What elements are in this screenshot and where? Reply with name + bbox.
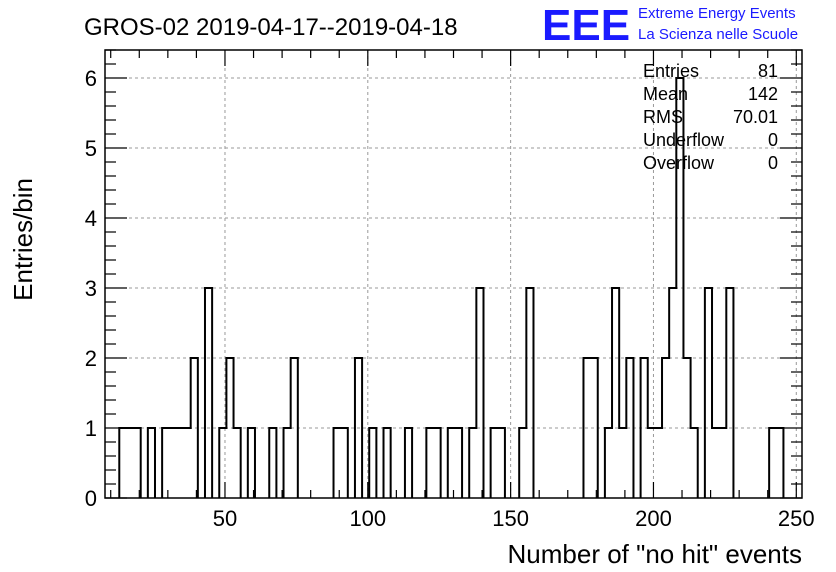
- stats-value: 0: [768, 153, 778, 173]
- stats-value: 0: [768, 130, 778, 150]
- eee-logo: EEE Extreme Energy Events La Scienza nel…: [542, 1, 798, 50]
- stats-value: 142: [748, 84, 778, 104]
- y-tick-label: 3: [85, 276, 97, 301]
- axis-ticks: [105, 49, 802, 499]
- histogram-bin: [334, 428, 341, 498]
- histogram-bin: [269, 428, 276, 498]
- y-tick-label: 5: [85, 136, 97, 161]
- histogram-bin: [726, 288, 733, 498]
- histogram-bin: [712, 428, 719, 498]
- histogram-bin: [405, 428, 412, 498]
- histogram-bin: [605, 428, 612, 498]
- histogram-bin: [491, 428, 498, 498]
- stats-label: Mean: [643, 84, 688, 104]
- histogram-bin: [476, 288, 483, 498]
- x-tick-label: 150: [492, 506, 529, 531]
- stats-value: 70.01: [733, 107, 778, 127]
- stats-label: Entries: [643, 61, 699, 81]
- histogram-bin: [448, 428, 455, 498]
- eee-logo-line2: La Scienza nelle Scuole: [638, 26, 798, 43]
- histogram-bin: [134, 428, 141, 498]
- histogram-bin: [384, 428, 391, 498]
- y-tick-label: 0: [85, 486, 97, 511]
- histogram-bin: [769, 428, 776, 498]
- stats-box: Entries 81 Mean 142 RMS 70.01 Underflow 0 Overfl…: [643, 61, 778, 173]
- x-tick-label: 200: [635, 506, 672, 531]
- x-tick-label: 50: [213, 506, 237, 531]
- histogram-bin: [776, 428, 783, 498]
- histogram-bin: [184, 428, 191, 498]
- histogram-bin: [176, 428, 183, 498]
- histogram-bin: [234, 428, 241, 498]
- histogram-bin: [426, 428, 433, 498]
- histogram-bin: [162, 428, 169, 498]
- histogram-bin: [691, 428, 698, 498]
- eee-logo-line1: Extreme Energy Events: [638, 5, 796, 22]
- histogram-bin: [284, 428, 291, 498]
- histogram-bin: [248, 428, 255, 498]
- y-tick-label: 1: [85, 416, 97, 441]
- histogram-bin: [669, 288, 676, 498]
- stats-label: Overflow: [643, 153, 715, 173]
- histogram-bin: [526, 288, 533, 498]
- histogram-bin: [205, 288, 212, 498]
- stats-label: RMS: [643, 107, 683, 127]
- histogram-bin: [719, 428, 726, 498]
- histogram-bin: [434, 428, 441, 498]
- stats-label: Underflow: [643, 130, 725, 150]
- histogram-bin: [369, 428, 376, 498]
- histogram-bin: [619, 428, 626, 498]
- y-axis-label: Entries/bin: [8, 178, 38, 301]
- x-axis-label: Number of "no hit" events: [508, 539, 803, 569]
- x-tick-label: 250: [778, 506, 815, 531]
- histogram-bin: [126, 428, 133, 498]
- y-tick-label: 4: [85, 206, 97, 231]
- histogram-bin: [341, 428, 348, 498]
- chart-title: GROS-02 2019-04-17--2019-04-18: [84, 14, 458, 41]
- histogram-bin: [655, 428, 662, 498]
- y-tick-label: 6: [85, 66, 97, 91]
- histogram-bin: [498, 428, 505, 498]
- histogram-bin: [705, 288, 712, 498]
- histogram-bin: [469, 428, 476, 498]
- histogram-bin: [519, 428, 526, 498]
- x-tick-label: 100: [349, 506, 386, 531]
- histogram-bin: [169, 428, 176, 498]
- histogram-outline: [118, 77, 785, 498]
- histogram-bin: [612, 288, 619, 498]
- y-tick-label: 2: [85, 346, 97, 371]
- histogram-bin: [119, 428, 126, 498]
- stats-value: 81: [758, 61, 778, 81]
- histogram-bin: [455, 428, 462, 498]
- eee-logo-mark: EEE: [542, 1, 630, 50]
- tick-labels: 0 1 2 3 4 5 6 50 100 150 200 250: [85, 66, 815, 531]
- histogram-bin: [148, 428, 155, 498]
